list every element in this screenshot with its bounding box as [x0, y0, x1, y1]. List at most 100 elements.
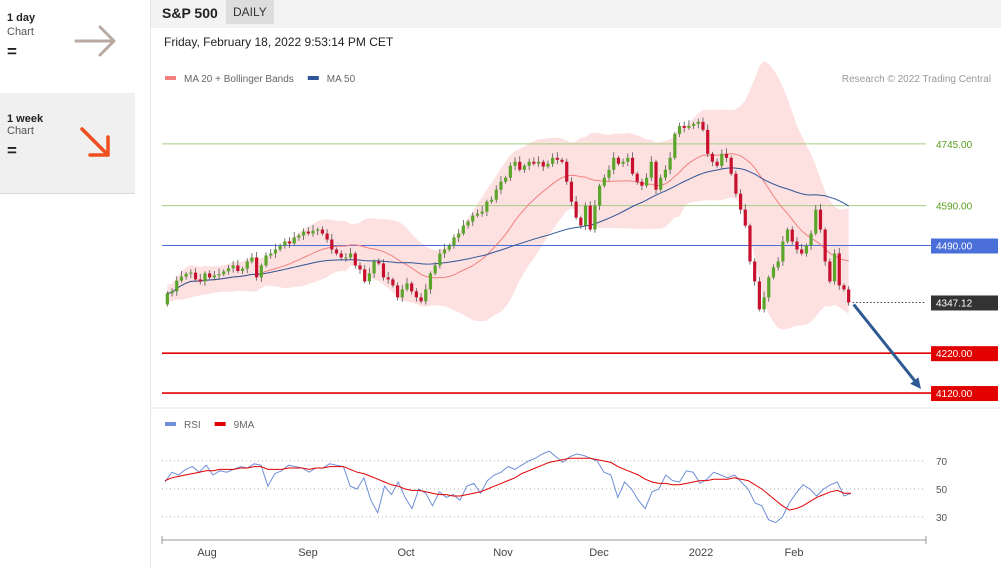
candle-body: [748, 225, 752, 262]
x-tick-label: Feb: [785, 547, 804, 559]
candle-body: [504, 177, 508, 182]
level-label-resistance: 4590.00: [936, 202, 973, 213]
candle-body: [250, 257, 254, 262]
candle-body: [706, 129, 710, 154]
candle-body: [555, 157, 559, 160]
candle-body: [292, 237, 296, 244]
candle-body: [240, 268, 245, 272]
legend-label: MA 50: [327, 74, 356, 85]
candle-body: [278, 245, 282, 250]
candle-body: [489, 199, 494, 202]
ma20-line: [167, 153, 849, 294]
level-label-support: 4220.00: [936, 349, 973, 360]
card-sign: =: [7, 42, 17, 61]
legend-swatch: [165, 76, 176, 80]
candle-body: [499, 181, 503, 190]
candle-body: [419, 297, 423, 302]
candle-body: [654, 161, 658, 190]
level-tag-support: [931, 346, 998, 362]
candle-body: [175, 280, 179, 292]
candle-body: [226, 268, 231, 272]
candle-body: [203, 273, 207, 282]
candle-body: [743, 209, 747, 226]
forecast-sidebar: 1 day Chart = 1 week Chart =: [0, 0, 135, 194]
card-period: 1 week: [7, 113, 44, 125]
candle-body: [551, 157, 555, 164]
legend-swatch: [214, 422, 226, 426]
candle-body: [208, 273, 212, 278]
candle-body: [518, 161, 522, 170]
candle-body: [574, 201, 578, 218]
rsi-line: [164, 450, 852, 524]
forecast-card-1-week[interactable]: 1 week Chart =: [0, 93, 135, 194]
x-tick-label: Dec: [589, 547, 609, 559]
candle-body: [837, 253, 841, 286]
candle-body: [790, 229, 794, 242]
candle-body: [588, 205, 592, 230]
candle-body: [424, 289, 428, 302]
candle-body: [616, 157, 621, 164]
candle-body: [508, 165, 512, 178]
candle-body: [367, 273, 371, 282]
candle-body: [800, 249, 804, 254]
candle-body: [715, 161, 719, 166]
level-label-support: 4120.00: [936, 389, 973, 400]
candle-body: [320, 229, 325, 234]
timeframe-badge[interactable]: DAILY: [226, 0, 274, 24]
candle-body: [302, 231, 306, 236]
candle-body: [339, 253, 343, 258]
candle-body: [184, 273, 188, 277]
candle-body: [682, 125, 686, 128]
candle-body: [386, 277, 390, 280]
x-tick-label: Oct: [397, 547, 414, 559]
instrument-title: S&P 500: [162, 5, 218, 21]
candle-body: [400, 289, 404, 298]
legend-label: MA 20 + Bollinger Bands: [184, 74, 294, 85]
candle-body: [781, 241, 785, 262]
candles: [165, 117, 851, 313]
level-label-last: 4347.12: [936, 298, 973, 309]
candle-body: [447, 245, 451, 250]
candle-body: [461, 225, 465, 234]
level-tag-pivot: [931, 238, 998, 254]
legend-swatch: [307, 76, 319, 80]
candle-body: [673, 133, 677, 158]
candle-body: [710, 153, 714, 162]
forecast-card-1-day[interactable]: 1 day Chart =: [0, 0, 135, 93]
candle-body: [621, 161, 625, 164]
candle-body: [687, 125, 691, 128]
candle-body: [579, 217, 583, 226]
candle-body: [287, 241, 292, 244]
candle-body: [330, 239, 334, 250]
candle-body: [630, 157, 635, 174]
candle-body: [767, 277, 771, 298]
candle-body: [428, 273, 433, 290]
candle-body: [513, 161, 517, 166]
candle-body: [753, 261, 757, 282]
candle-body: [757, 281, 761, 310]
candle-body: [598, 185, 602, 206]
candle-body: [814, 209, 818, 234]
card-period: 1 day: [7, 12, 36, 24]
arrow-right-icon: [74, 25, 116, 57]
candle-body: [442, 249, 447, 254]
candle-body: [729, 157, 733, 174]
chart-header: S&P 500 DAILY: [151, 0, 1001, 28]
candle-body: [457, 233, 461, 238]
x-tick-label: Aug: [197, 547, 217, 559]
candle-body: [170, 291, 174, 294]
candle-body: [724, 153, 729, 158]
candle-body: [612, 157, 616, 170]
forecast-arrow-head: [910, 377, 921, 390]
candle-body: [283, 241, 287, 246]
candle-body: [771, 267, 776, 278]
candle-body: [593, 205, 597, 230]
candle-body: [734, 173, 738, 194]
card-subtitle: Chart: [7, 125, 34, 137]
candle-body: [536, 161, 541, 164]
candle-body: [306, 231, 310, 234]
candle-body: [273, 249, 278, 254]
candle-body: [348, 253, 353, 258]
card-sign: =: [7, 141, 17, 160]
candle-body: [701, 121, 705, 130]
